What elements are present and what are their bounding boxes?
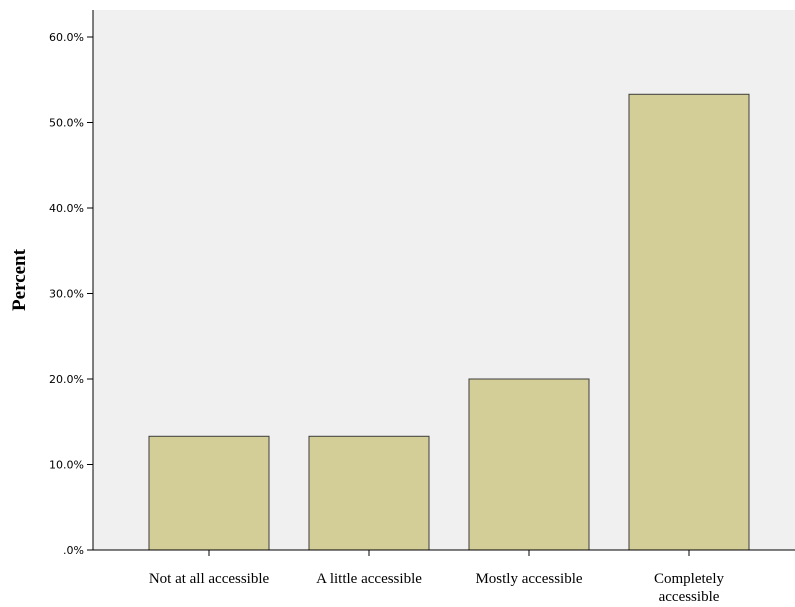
bar [468, 378, 590, 551]
y-tick-label: 40.0% [49, 202, 84, 215]
x-tick-label: Not at all accessible [149, 571, 270, 587]
y-tick-label: 10.0% [49, 459, 84, 472]
x-tick-label: Completely [654, 571, 724, 587]
x-tick-label: Mostly accessible [475, 571, 582, 587]
bar [308, 435, 430, 551]
bars-group [148, 93, 750, 551]
y-axis-label: Percent [9, 248, 30, 311]
x-tick-label: accessible [659, 589, 720, 605]
y-tick-label: 50.0% [49, 117, 84, 130]
y-tick-label: .0% [63, 544, 84, 557]
y-ticks-group: .0% 10.0% 20.0% 30.0% 40.0% 50.0% 60.0% [49, 31, 93, 557]
x-tick-label: A little accessible [316, 571, 422, 587]
bar [628, 93, 750, 551]
y-tick-label: 60.0% [49, 31, 84, 44]
x-ticks-group: Not at all accessible A little accessible… [149, 550, 724, 605]
y-tick-label: 20.0% [49, 373, 84, 386]
bar [148, 435, 270, 551]
y-tick-label: 30.0% [49, 288, 84, 301]
